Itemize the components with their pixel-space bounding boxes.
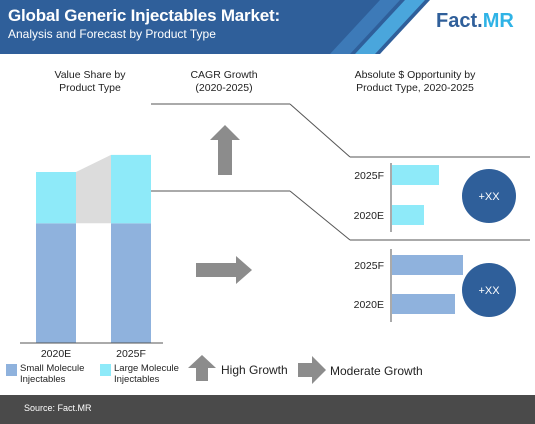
y-tick-label: 2025F	[354, 170, 384, 182]
chart-canvas: 2020E 2025F 2025F 2020E +XX 2025F 2020E +XX	[20, 103, 530, 360]
opportunity-circle	[462, 169, 516, 223]
cagr-heading: CAGR Growth (2020-2025)	[190, 69, 258, 94]
y-tick-label: 2025F	[354, 260, 384, 272]
bar-segment-large-2020E	[36, 172, 76, 224]
opportunity-circle-label: +XX	[478, 191, 500, 203]
legend-right-arrow-icon	[298, 356, 326, 384]
legend-label-moderate: Moderate Growth	[330, 364, 423, 378]
opportunity-heading: Absolute $ Opportunity by Product Type, …	[354, 69, 476, 94]
factmr-logo: Fact.MR	[436, 10, 514, 33]
legend-label-large: Large Molecule Injectables	[114, 363, 179, 385]
legend-swatch-large	[100, 364, 111, 376]
high-growth-arrow	[210, 125, 240, 175]
hbar-large-2020E	[392, 205, 424, 225]
legend-up-arrow-icon	[188, 355, 216, 381]
logo-text-mr: MR	[482, 10, 514, 32]
legend-label-high: High Growth	[221, 363, 288, 377]
header-banner: Global Generic Injectables Market: Analy…	[0, 0, 535, 54]
hbar-large-2025F	[392, 165, 439, 185]
bar-segment-small-2020E	[36, 223, 76, 343]
bar-segment-large-2025F	[111, 154, 151, 224]
header-decoration	[330, 0, 535, 54]
moderate-growth-arrow	[196, 256, 252, 284]
connector-line-top-slope	[289, 103, 351, 158]
logo-text-fact: Fact.	[436, 10, 483, 32]
legend-label-small: Small Molecule Injectables	[20, 363, 85, 385]
hbar-small-2020E	[392, 294, 455, 314]
share-connector-band	[76, 154, 111, 224]
y-tick-label: 2020E	[354, 299, 384, 311]
connector-line-mid-slope	[289, 190, 351, 241]
opportunity-bar-chart: 2025F 2020E +XX 2025F 2020E +XX	[354, 165, 516, 317]
connector-lines	[20, 103, 530, 344]
opportunity-circle-label: +XX	[478, 285, 500, 297]
footer-bar: Source: Fact.MR	[0, 395, 535, 424]
legend-swatch-small	[6, 364, 17, 376]
page-title: Global Generic Injectables Market:	[8, 6, 280, 25]
x-tick-label: 2025F	[116, 348, 146, 360]
x-tick-label: 2020E	[41, 348, 71, 360]
stacked-bar-chart: 2020E 2025F	[36, 154, 151, 360]
page-subtitle: Analysis and Forecast by Product Type	[8, 27, 216, 41]
bar-segment-small-2025F	[111, 223, 151, 343]
value-share-heading: Value Share by Product Type	[54, 69, 126, 94]
hbar-small-2025F	[392, 255, 463, 275]
opportunity-circle	[462, 263, 516, 317]
y-tick-label: 2020E	[354, 210, 384, 222]
source-note: Source: Fact.MR	[24, 403, 92, 413]
